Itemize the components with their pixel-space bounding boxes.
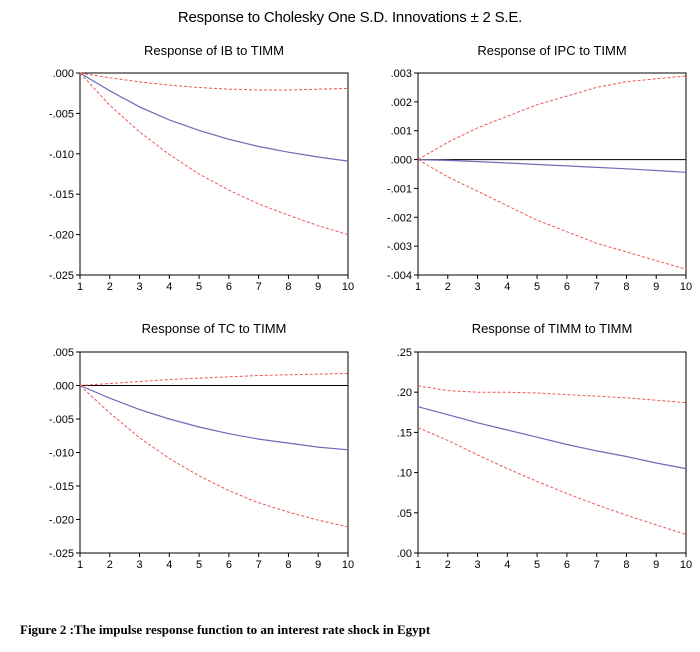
x-tick-label: 5 xyxy=(196,281,202,293)
x-tick-label: 8 xyxy=(285,559,291,571)
y-tick-label: -.015 xyxy=(49,189,74,201)
plot-frame xyxy=(79,72,349,276)
y-tick-label: -.010 xyxy=(49,149,74,161)
panel-title: Response of IB to TIMM xyxy=(144,43,284,58)
x-tick-label: 4 xyxy=(166,281,172,293)
y-tick-label: -.001 xyxy=(387,183,412,195)
x-tick-label: 1 xyxy=(415,281,421,293)
y-tick-label: -.003 xyxy=(387,241,412,253)
x-tick-label: 7 xyxy=(256,559,262,571)
x-tick-label: 2 xyxy=(445,281,451,293)
lower-band-line xyxy=(79,72,349,236)
response-line xyxy=(417,406,687,470)
y-tick-label: .000 xyxy=(391,155,412,167)
x-tick-label: 4 xyxy=(166,559,172,571)
x-tick-label: 9 xyxy=(315,559,321,571)
x-tick-label: 3 xyxy=(474,281,480,293)
plot-frame xyxy=(79,351,349,554)
y-tick-label: .00 xyxy=(397,548,412,560)
x-tick-label: 3 xyxy=(136,559,142,571)
y-tick-label: .15 xyxy=(397,427,412,439)
x-tick-label: 7 xyxy=(594,559,600,571)
y-tick-label: -.020 xyxy=(49,515,74,527)
response-line xyxy=(79,384,349,451)
upper-band-line xyxy=(417,385,687,404)
x-tick-label: 7 xyxy=(594,281,600,293)
lower-band-line xyxy=(79,385,349,528)
x-tick-label: 3 xyxy=(136,281,142,293)
y-tick-label: .001 xyxy=(391,126,412,138)
panel-title: Response of TC to TIMM xyxy=(142,321,287,336)
x-tick-label: 2 xyxy=(445,559,451,571)
y-tick-label: -.020 xyxy=(49,230,74,242)
y-tick-label: -.002 xyxy=(387,212,412,224)
x-tick-label: 4 xyxy=(504,559,510,571)
upper-band-line xyxy=(417,75,687,161)
y-tick-label: .005 xyxy=(53,347,74,359)
y-tick-label: .10 xyxy=(397,468,412,480)
upper-band-line xyxy=(79,372,349,386)
x-tick-label: 1 xyxy=(77,281,83,293)
x-tick-label: 8 xyxy=(623,281,629,293)
x-tick-label: 8 xyxy=(285,281,291,293)
y-tick-label: -.025 xyxy=(49,548,74,560)
x-tick-label: 2 xyxy=(107,281,113,293)
y-tick-label: .003 xyxy=(391,68,412,80)
x-tick-label: 6 xyxy=(564,281,570,293)
y-tick-label: -.005 xyxy=(49,108,74,120)
x-tick-label: 2 xyxy=(107,559,113,571)
y-tick-label: .20 xyxy=(397,387,412,399)
response-line xyxy=(79,72,349,162)
y-tick-label: -.025 xyxy=(49,270,74,282)
x-tick-label: 6 xyxy=(226,281,232,293)
x-tick-label: 8 xyxy=(623,559,629,571)
x-tick-label: 6 xyxy=(226,559,232,571)
x-tick-label: 4 xyxy=(504,281,510,293)
lower-band-line xyxy=(417,427,687,535)
y-tick-label: -.005 xyxy=(49,414,74,426)
x-tick-label: 10 xyxy=(342,281,354,293)
plot-frame xyxy=(417,351,687,554)
x-tick-label: 9 xyxy=(315,281,321,293)
x-tick-label: 10 xyxy=(342,559,354,571)
x-tick-label: 9 xyxy=(653,281,659,293)
panel-title: Response of TIMM to TIMM xyxy=(472,321,633,336)
lower-band-line xyxy=(417,159,687,270)
x-tick-label: 3 xyxy=(474,559,480,571)
upper-band-line xyxy=(79,72,349,91)
y-tick-label: -.004 xyxy=(387,270,412,282)
x-tick-label: 5 xyxy=(534,281,540,293)
y-tick-label: .05 xyxy=(397,508,412,520)
x-tick-label: 5 xyxy=(196,559,202,571)
x-tick-label: 5 xyxy=(534,559,540,571)
y-tick-label: -.015 xyxy=(49,481,74,493)
x-tick-label: 10 xyxy=(680,281,692,293)
x-tick-label: 1 xyxy=(77,559,83,571)
response-line xyxy=(417,159,687,173)
y-tick-label: .000 xyxy=(53,381,74,393)
plot-frame xyxy=(417,72,687,276)
x-tick-label: 7 xyxy=(256,281,262,293)
y-tick-label: -.010 xyxy=(49,448,74,460)
x-tick-label: 10 xyxy=(680,559,692,571)
panel-title: Response of IPC to TIMM xyxy=(477,43,626,58)
x-tick-label: 6 xyxy=(564,559,570,571)
y-tick-label: .002 xyxy=(391,97,412,109)
x-tick-label: 9 xyxy=(653,559,659,571)
y-tick-label: .25 xyxy=(397,347,412,359)
figure-title: Response to Cholesky One S.D. Innovation… xyxy=(177,9,523,26)
figure-caption: Figure 2 :The impulse response function … xyxy=(20,622,431,637)
y-tick-label: .000 xyxy=(53,68,74,80)
x-tick-label: 1 xyxy=(415,559,421,571)
